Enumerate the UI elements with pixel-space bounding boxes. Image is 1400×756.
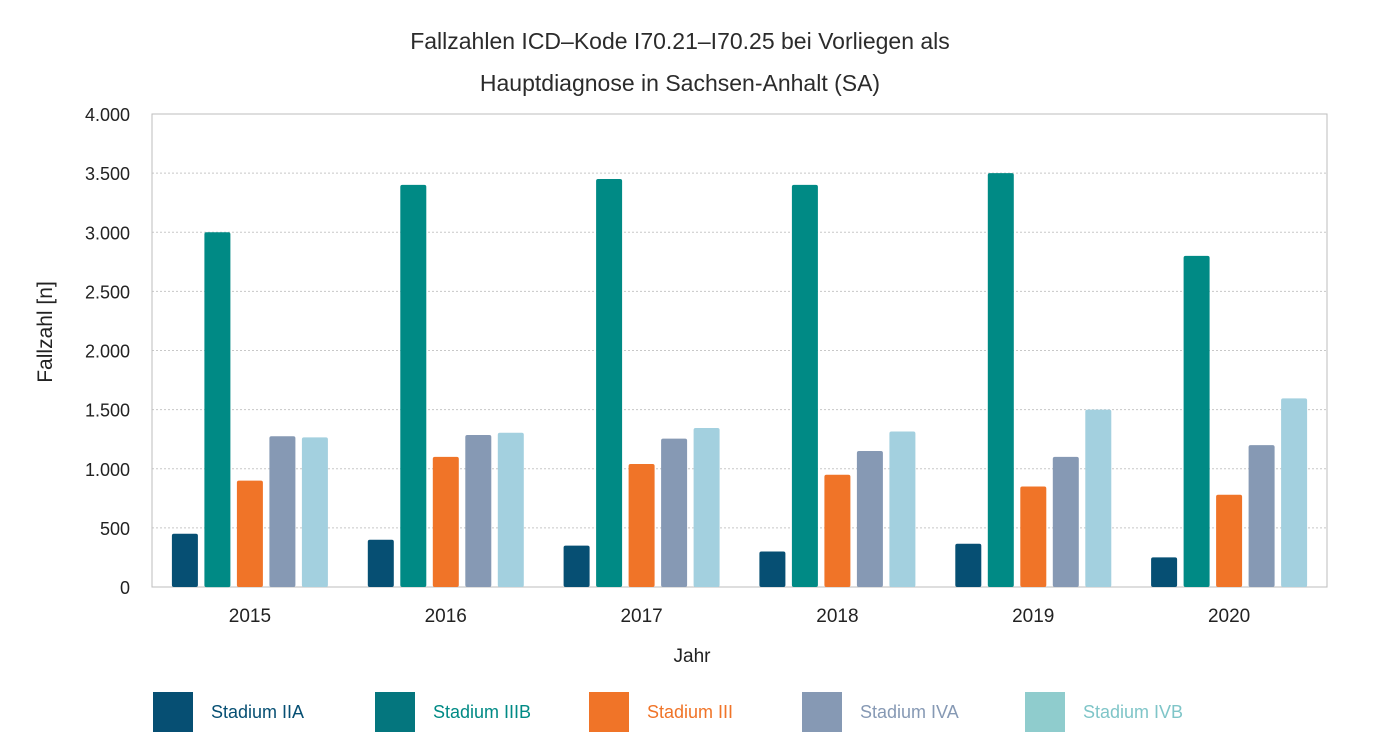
bar-stadium-iia-2015 (171, 533, 198, 587)
bar-stadium-iia-2019 (955, 543, 982, 587)
bar-stadium-ivb-2015 (301, 437, 328, 587)
grid-lines (152, 172, 1327, 529)
x-tick-label: 2017 (620, 606, 662, 627)
bar-stadium-iva-2017 (661, 438, 688, 587)
bar-stadium-iia-2020 (1151, 557, 1178, 587)
bar-stadium-iii-2015 (236, 480, 263, 587)
plot-area-frame (151, 113, 1328, 588)
y-tick-label: 4.000 (85, 105, 130, 125)
bar-stadium-iva-2018 (856, 451, 883, 587)
y-axis-label: Fallzahl [n] (34, 281, 57, 383)
x-tick-label: 2015 (229, 606, 271, 627)
y-tick-label: 2.000 (85, 342, 130, 362)
y-axis-ticks: 0 500 1.000 1.500 2.000 2.500 3.000 3.500 4.000 (85, 105, 130, 598)
bar-stadium-iiib-2020 (1183, 255, 1210, 587)
bar-stadium-iiib-2019 (987, 173, 1014, 587)
bar-stadium-ivb-2016 (497, 432, 524, 587)
bar-stadium-iii-2019 (1020, 486, 1047, 587)
legend-label: Stadium IIA (211, 701, 305, 722)
chart-title-line-2: Hauptdiagnose in Sachsen-Anhalt (SA) (479, 70, 881, 96)
y-tick-label: 3.000 (85, 223, 130, 243)
bar-stadium-ivb-2020 (1281, 398, 1308, 587)
x-axis-label: Jahr (674, 646, 712, 667)
bar-stadium-iii-2020 (1216, 494, 1243, 587)
legend: Stadium IIA Stadium IIIB Stadium III Stadiu… (0, 691, 1400, 735)
chart-title-line-1: Fallzahlen ICD–Kode I70.21–I70.25 bei Vo… (410, 28, 950, 54)
bar-stadium-iiib-2017 (596, 179, 623, 587)
legend-swatch (375, 692, 415, 732)
legend-swatch (589, 692, 629, 732)
bars (171, 173, 1308, 588)
bar-stadium-iiib-2018 (791, 184, 818, 587)
y-tick-label: 2.500 (85, 282, 130, 302)
legend-label: Stadium IVB (1083, 701, 1184, 722)
y-tick-label: 3.500 (85, 164, 130, 184)
x-tick-label: 2016 (425, 606, 467, 627)
legend-label: Stadium IVA (860, 701, 959, 722)
legend-label: Stadium IIIB (433, 701, 532, 722)
bar-stadium-iia-2017 (563, 545, 590, 587)
bar-stadium-ivb-2018 (889, 431, 916, 587)
legend-item-stadium-iiib: Stadium IIIB (375, 691, 531, 733)
bar-stadium-iia-2018 (759, 551, 786, 587)
y-tick-label: 1.500 (85, 401, 130, 421)
bar-stadium-ivb-2017 (693, 428, 720, 587)
x-tick-label: 2018 (816, 606, 858, 627)
bar-stadium-iva-2015 (269, 436, 296, 587)
bar-stadium-iiib-2016 (400, 184, 427, 587)
legend-item-stadium-iii: Stadium III (589, 691, 733, 733)
legend-swatch (153, 692, 193, 732)
bar-stadium-iia-2016 (367, 539, 394, 587)
bar-chart: 05001.0001.5002.0002.5003.0003.5004.000 … (34, 105, 1328, 667)
bar-stadium-iii-2018 (824, 474, 851, 587)
legend-item-stadium-iva: Stadium IVA (802, 691, 959, 733)
y-tick-label: 0 (120, 578, 130, 598)
bar-stadium-iiib-2015 (204, 232, 231, 588)
bar-stadium-iva-2020 (1248, 445, 1275, 587)
bar-stadium-ivb-2019 (1085, 409, 1112, 587)
y-tick-label: 1.000 (85, 460, 130, 480)
legend-item-stadium-ivb: Stadium IVB (1025, 691, 1183, 733)
x-tick-label: 2019 (1012, 606, 1054, 627)
bar-stadium-iva-2019 (1052, 456, 1079, 587)
bar-stadium-iva-2016 (465, 435, 492, 587)
y-tick-label: 500 (100, 519, 130, 539)
legend-swatch (802, 692, 842, 732)
x-tick-label: 2020 (1208, 606, 1250, 627)
x-axis-ticks: 2015 2016 2017 2018 2019 2020 (229, 606, 1250, 627)
legend-swatch (1025, 692, 1065, 732)
bar-stadium-iii-2017 (628, 464, 655, 587)
legend-item-stadium-iia: Stadium IIA (153, 691, 304, 733)
bar-stadium-iii-2016 (432, 456, 459, 587)
legend-label: Stadium III (647, 701, 734, 722)
